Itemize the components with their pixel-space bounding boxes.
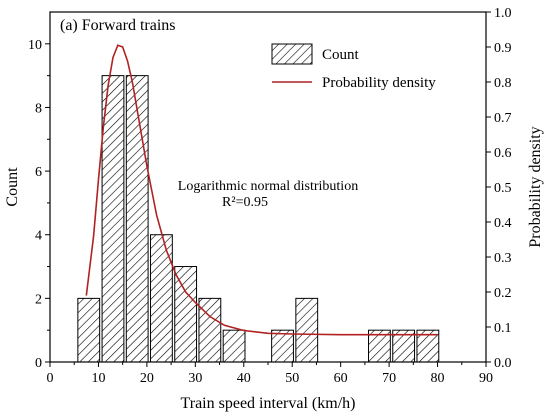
bar-2 — [125, 75, 149, 363]
density-curve — [85, 44, 438, 336]
bar-4 — [174, 266, 198, 363]
panel-title: (a) Forward trains — [60, 17, 176, 34]
x-tick-label: 20 — [140, 371, 154, 386]
y-tick-label: 10 — [28, 38, 42, 53]
bars-group — [77, 75, 440, 363]
y-tick-label: 4 — [35, 229, 42, 244]
bar-10 — [392, 329, 416, 363]
legend: Count Probability density — [271, 43, 436, 91]
y2-axis-title: Probability density — [527, 126, 544, 247]
y-tick-label: 6 — [35, 165, 42, 180]
y2-tick-label: 0.6 — [494, 146, 512, 161]
bar-11 — [416, 329, 440, 363]
x-tick-label: 70 — [382, 371, 396, 386]
y-tick-label: 0 — [35, 356, 42, 371]
x-tick-label: 40 — [237, 371, 251, 386]
x-tick-label: 0 — [47, 371, 54, 386]
y-tick-label: 8 — [35, 101, 42, 116]
y2-ticks-group: 0.0 0.1 0.2 0.3 0.4 0.5 0.6 0.7 0.8 0.9 1.0 — [486, 6, 512, 371]
bar-5 — [198, 297, 222, 363]
y2-tick-label: 0.2 — [494, 286, 512, 301]
bar-3 — [150, 234, 173, 363]
annotation-r-squared: R²=0.95 — [222, 195, 268, 210]
y2-tick-label: 0.3 — [494, 251, 512, 266]
annotation-distribution: Logarithmic normal distribution — [178, 179, 358, 194]
bar-1 — [101, 75, 125, 363]
x-tick-label: 90 — [479, 371, 493, 386]
y2-tick-label: 0.5 — [494, 181, 512, 196]
curve-group — [85, 44, 438, 336]
y2-tick-label: 0.7 — [494, 111, 512, 126]
x-tick-label: 30 — [188, 371, 202, 386]
bar-8 — [295, 297, 319, 363]
x-tick-label: 10 — [91, 371, 105, 386]
y2-tick-label: 0.9 — [494, 41, 512, 56]
x-tick-label: 50 — [285, 371, 299, 386]
bar-7 — [271, 329, 294, 363]
bar-0 — [77, 297, 101, 363]
bar-6 — [222, 329, 246, 363]
x-ticks-group: 0 10 20 30 40 50 60 70 80 90 — [47, 362, 493, 386]
y-ticks-group: 0 2 4 6 8 10 — [28, 38, 50, 371]
legend-label-density: Probability density — [322, 75, 436, 91]
y2-tick-label: 0.1 — [494, 321, 512, 336]
y2-tick-label: 1.0 — [494, 6, 512, 21]
bar-9 — [368, 329, 391, 363]
y-axis-title: Count — [4, 167, 21, 207]
y2-tick-label: 0.4 — [494, 216, 512, 231]
x-tick-label: 80 — [431, 371, 445, 386]
x-tick-label: 60 — [334, 371, 348, 386]
legend-swatch-count — [271, 43, 313, 65]
y2-tick-label: 0.8 — [494, 76, 512, 91]
x-axis-title: Train speed interval (km/h) — [181, 395, 356, 412]
y2-tick-label: 0.0 — [494, 356, 512, 371]
y-tick-label: 2 — [35, 292, 42, 307]
legend-label-count: Count — [322, 47, 360, 63]
